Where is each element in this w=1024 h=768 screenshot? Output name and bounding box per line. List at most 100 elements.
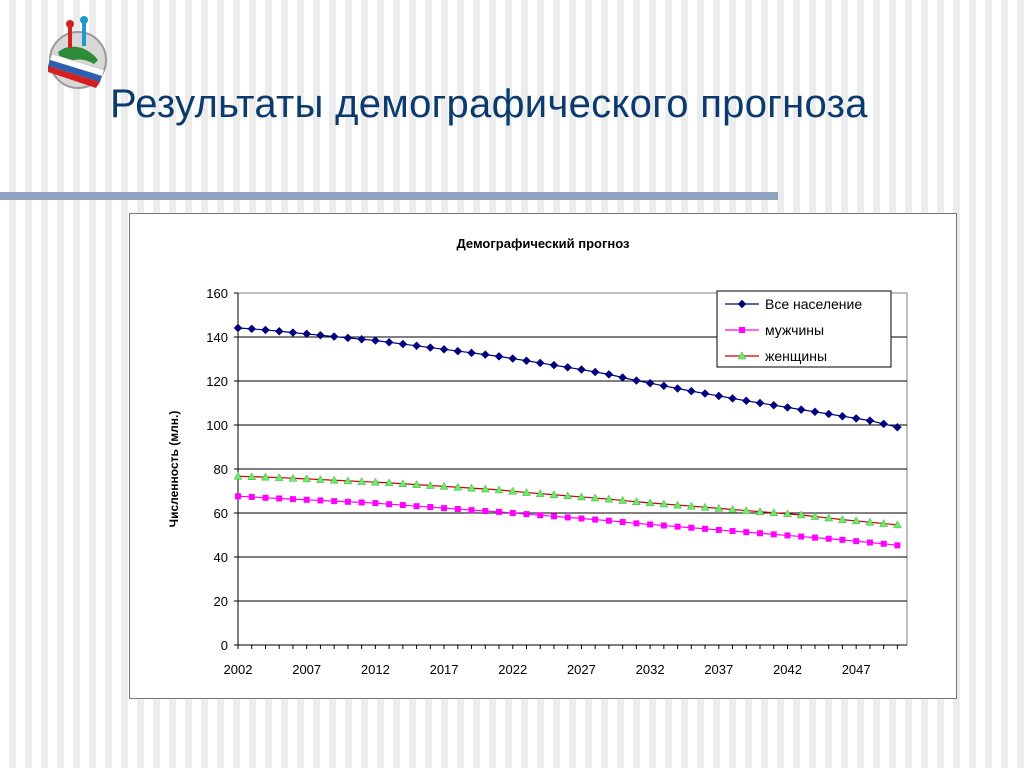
series-1-point	[329, 332, 339, 341]
series-3-point	[233, 471, 243, 480]
series-1-point	[261, 325, 270, 335]
series-3-point	[439, 481, 449, 490]
series-2-point	[235, 493, 241, 500]
x-tick-label: 2002	[224, 662, 253, 677]
series-1-point	[439, 344, 449, 354]
series-2-point	[688, 524, 695, 531]
series-2-point	[564, 514, 571, 521]
series-3-point	[769, 508, 779, 517]
series-3-point	[247, 472, 257, 480]
series-2-point	[317, 497, 324, 504]
series-2-point	[811, 534, 818, 541]
series-1-point	[288, 328, 298, 337]
series-1-point	[494, 352, 504, 361]
series-2-point	[413, 503, 420, 510]
series-3-point	[288, 473, 298, 482]
series-1-point	[714, 391, 724, 401]
series-2-point	[454, 506, 461, 513]
y-tick-label: 80	[214, 462, 228, 477]
series-2-point	[592, 516, 599, 523]
series-1-point	[838, 411, 847, 421]
chart-title: Демографический прогноз	[457, 236, 631, 251]
series-2-point	[372, 500, 379, 507]
series-2-point	[633, 520, 640, 527]
series-1-point	[343, 333, 353, 343]
series-3-point	[563, 491, 573, 500]
series-2-point	[303, 496, 310, 503]
series-2-point	[660, 522, 667, 529]
series-2-point	[743, 529, 750, 536]
series-1-point	[508, 354, 518, 363]
x-tick-label: 2017	[430, 662, 459, 677]
series-3-point	[865, 517, 875, 526]
series-3-point	[824, 513, 834, 522]
series-1-point	[371, 336, 380, 345]
series-2-point	[784, 532, 791, 539]
series-3-point	[343, 476, 353, 485]
x-tick-label: 2037	[704, 662, 733, 677]
y-tick-label: 120	[206, 374, 228, 389]
y-tick-label: 20	[214, 594, 228, 609]
series-1-point	[632, 376, 641, 385]
y-tick-label: 140	[206, 330, 228, 345]
series-2-point	[578, 515, 585, 522]
series-1-point	[535, 358, 545, 368]
series-3-point	[535, 489, 545, 497]
series-2-point	[757, 530, 764, 537]
series-1-point	[824, 409, 834, 419]
series-3-point	[508, 486, 518, 495]
series-1-point	[741, 396, 751, 406]
series-3-point	[851, 516, 861, 525]
series-1-point	[590, 367, 600, 377]
series-2-point	[715, 526, 722, 533]
series-3-point	[604, 494, 614, 503]
x-tick-label: 2027	[567, 662, 596, 677]
series-1-point	[233, 323, 243, 333]
series-3-point	[467, 483, 476, 492]
series-3-point	[659, 499, 669, 508]
series-3-point	[384, 478, 394, 487]
series-2-point	[674, 523, 681, 530]
series-1-point	[769, 400, 779, 410]
series-2-point	[866, 539, 873, 546]
x-tick-label: 2042	[773, 662, 802, 677]
legend-label-3: женщины	[765, 348, 827, 364]
series-1-point	[783, 403, 792, 412]
series-3-point	[796, 510, 806, 519]
y-tick-label: 0	[221, 638, 228, 653]
series-3-point	[315, 475, 325, 483]
series-1-point	[302, 329, 312, 339]
series-2-point	[262, 494, 269, 501]
y-tick-label: 40	[214, 550, 228, 565]
globe-flag-logo-icon	[38, 14, 118, 94]
series-1-point	[549, 360, 559, 370]
series-3-point	[357, 477, 367, 485]
series-2-point	[276, 495, 283, 502]
series-3-point	[302, 474, 312, 483]
y-tick-label: 160	[206, 286, 228, 301]
series-1-point	[274, 326, 284, 336]
series-1-point	[879, 419, 889, 429]
series-3-point	[714, 503, 724, 512]
series-3-point	[700, 502, 710, 511]
series-1-point	[384, 337, 394, 347]
series-3-point	[329, 475, 339, 484]
chart-frame: Демографический прогноз 0 20 40 60 80 100 120 14…	[129, 213, 957, 699]
series-2-point	[441, 505, 448, 512]
series-2-point	[798, 533, 805, 540]
legend-label-2: мужчины	[765, 322, 824, 338]
series-3-point	[412, 480, 422, 488]
series-2-point	[523, 511, 530, 518]
series-2-point	[825, 535, 832, 542]
title-divider	[0, 192, 778, 200]
series-3-point	[741, 506, 751, 514]
series-1-point	[357, 334, 366, 344]
series-1-point	[412, 341, 421, 351]
series-3-point	[398, 479, 408, 487]
series-2-point	[427, 504, 434, 511]
y-tick-label: 100	[206, 418, 228, 433]
series-2-point	[770, 531, 777, 538]
series-3-point	[576, 492, 586, 501]
series-3-point	[631, 497, 641, 506]
series-1-point	[686, 386, 696, 396]
